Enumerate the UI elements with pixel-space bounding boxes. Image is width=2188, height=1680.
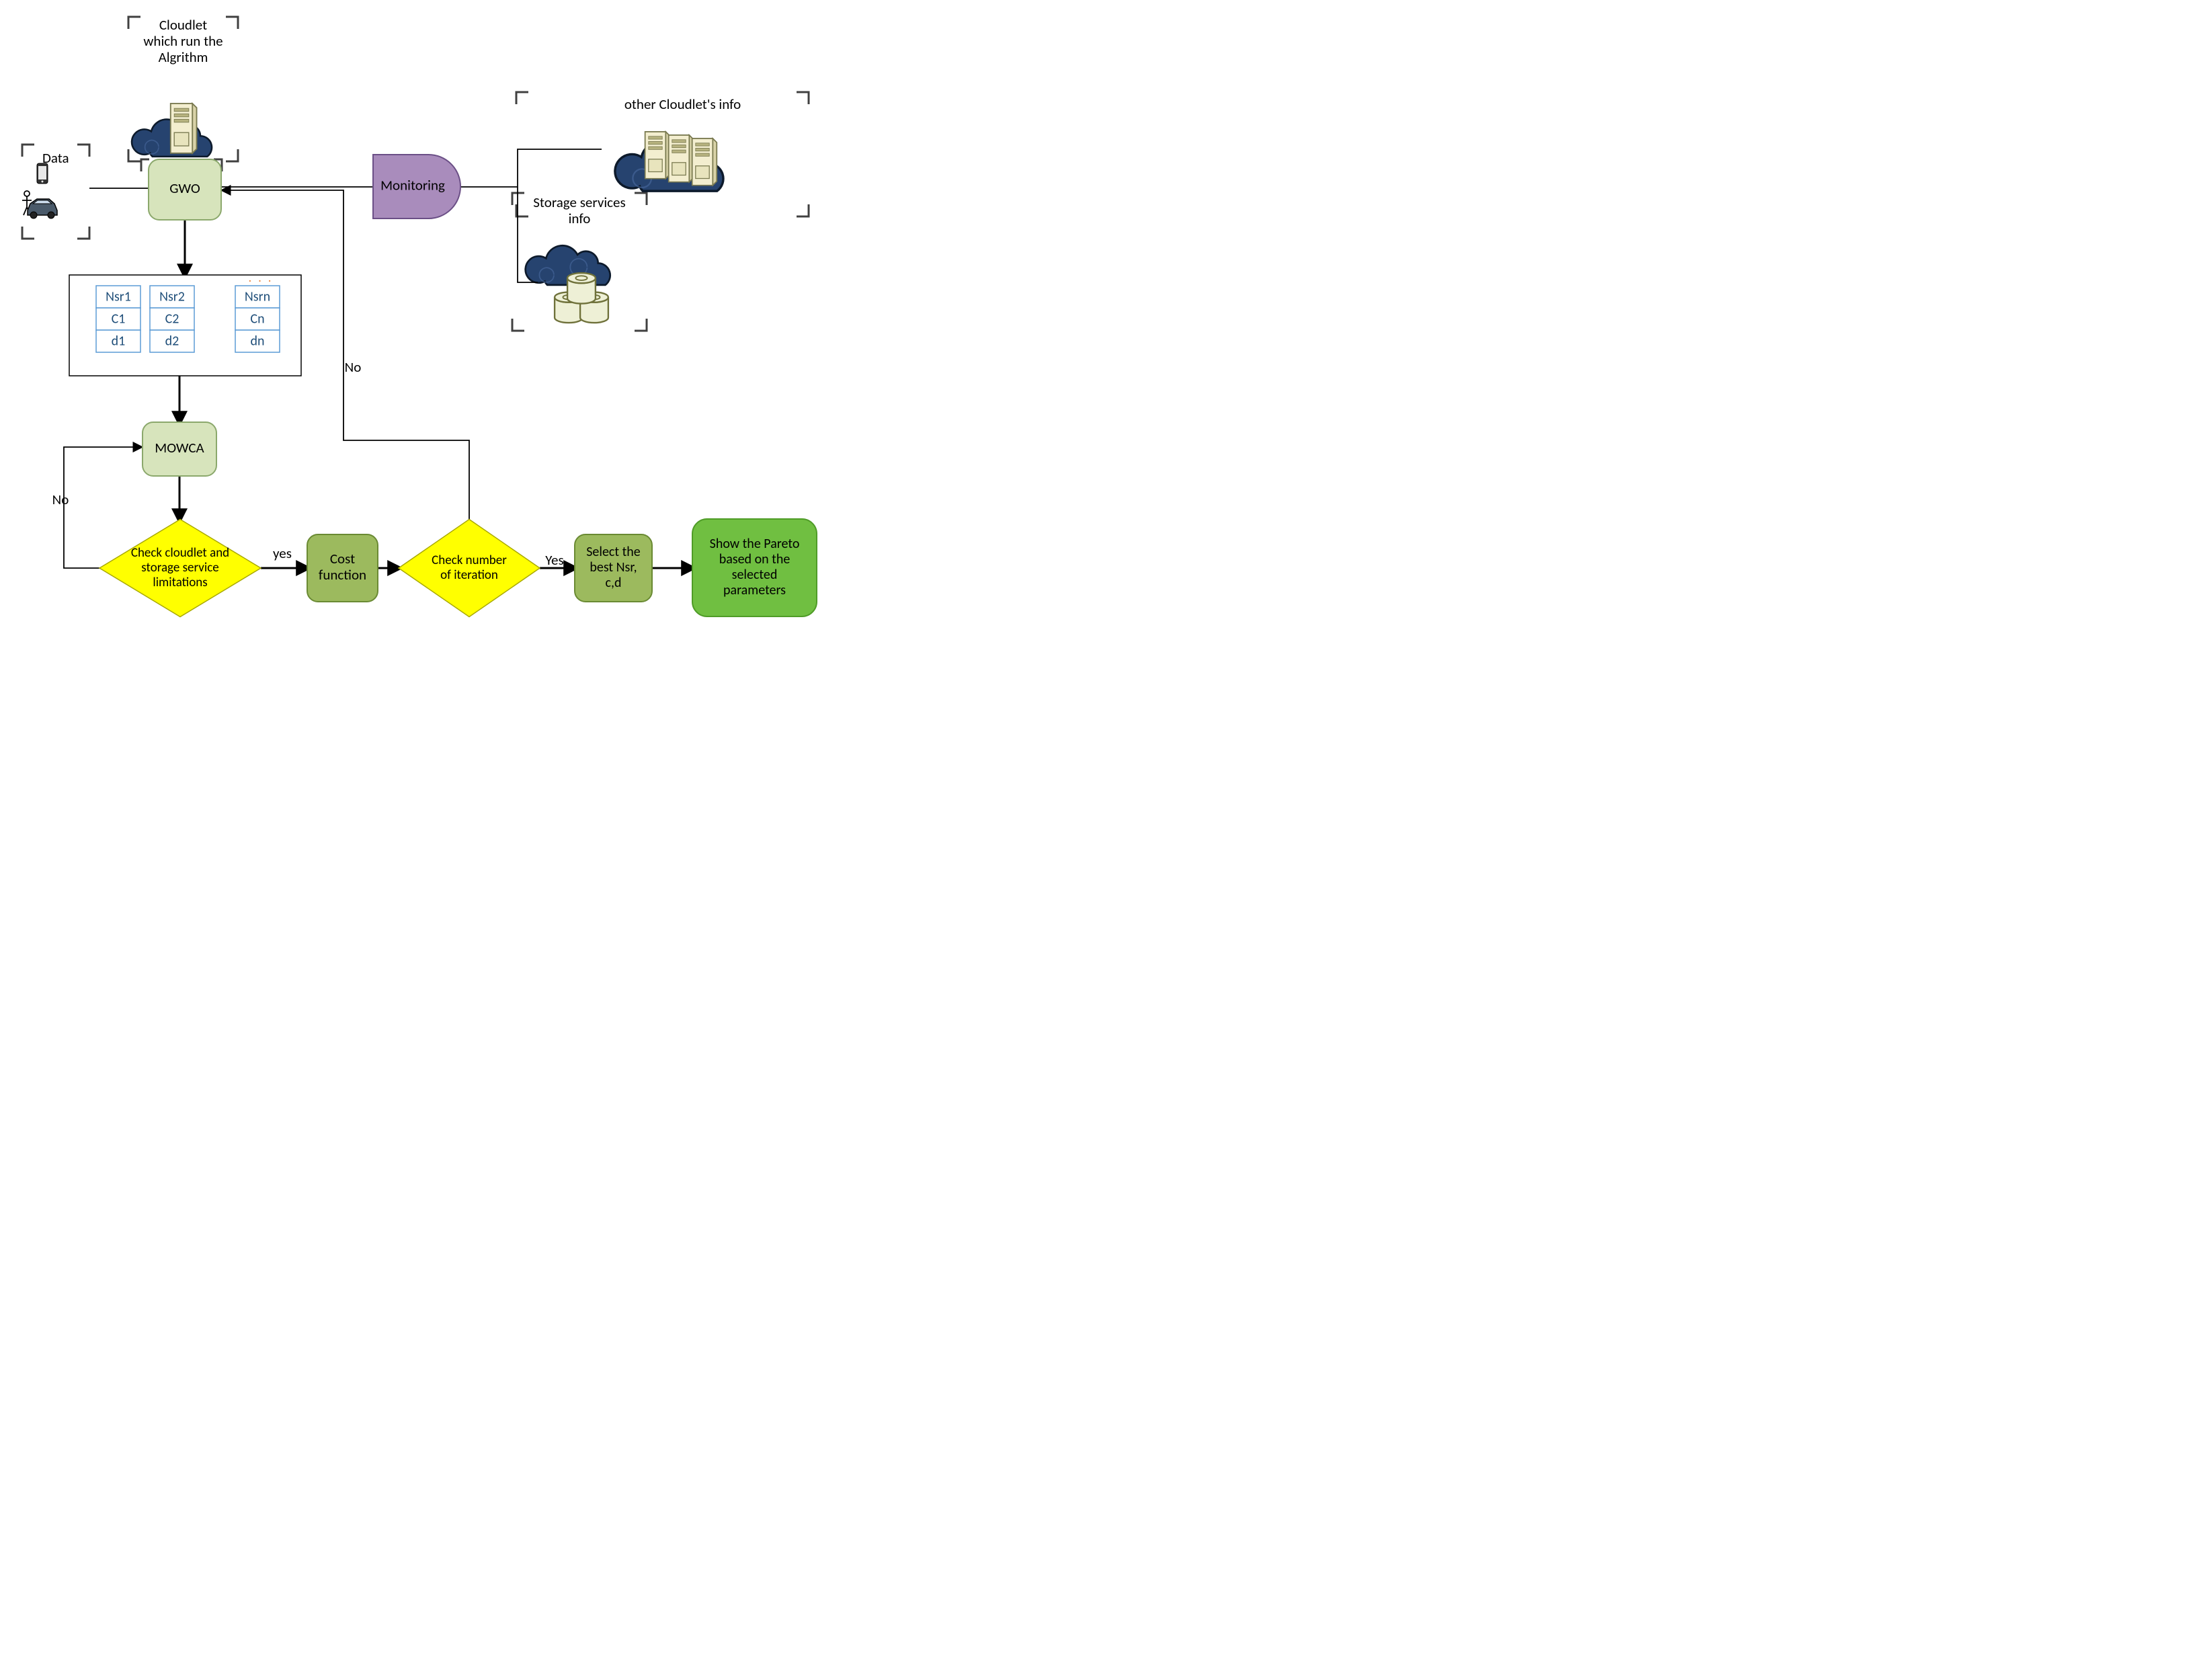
cell-text: C2	[165, 311, 179, 327]
cell-text: dn	[250, 333, 264, 349]
data-title: Data	[42, 149, 69, 167]
monitoring-label: Monitoring	[380, 177, 445, 194]
edge-label: yes	[273, 545, 292, 562]
car-icon	[28, 199, 57, 218]
storage-icon	[526, 245, 610, 323]
cell-text: Nsr2	[159, 288, 185, 305]
cell-text: Nsrn	[245, 288, 270, 305]
cell-text: Cn	[250, 311, 264, 327]
server-icon	[692, 138, 717, 186]
server-icon	[171, 104, 197, 153]
edge-label: No	[345, 358, 362, 376]
cell-text: Nsr1	[106, 288, 131, 305]
edge-label: No	[52, 491, 69, 508]
storage-title: Storage servicesinfo	[533, 194, 625, 227]
edge-label: Yes	[545, 551, 563, 569]
other-title: other Cloudlet's info	[624, 95, 741, 113]
cell-text: d2	[165, 333, 179, 349]
gwo-label: GWO	[169, 179, 200, 197]
check-iter-label: Check numberof iteration	[432, 553, 507, 583]
cell-text: d1	[112, 333, 126, 349]
cell-text: C1	[112, 311, 126, 327]
table-dots: . . .	[249, 270, 274, 285]
mowca-label: MOWCA	[155, 439, 204, 456]
edge-branch-other	[518, 149, 602, 187]
server-icon	[669, 135, 694, 182]
cloudlet-title: Cloudletwhich run theAlgrithm	[143, 16, 222, 66]
server-icon	[645, 132, 670, 179]
other-cloudlets-icon	[615, 132, 723, 191]
